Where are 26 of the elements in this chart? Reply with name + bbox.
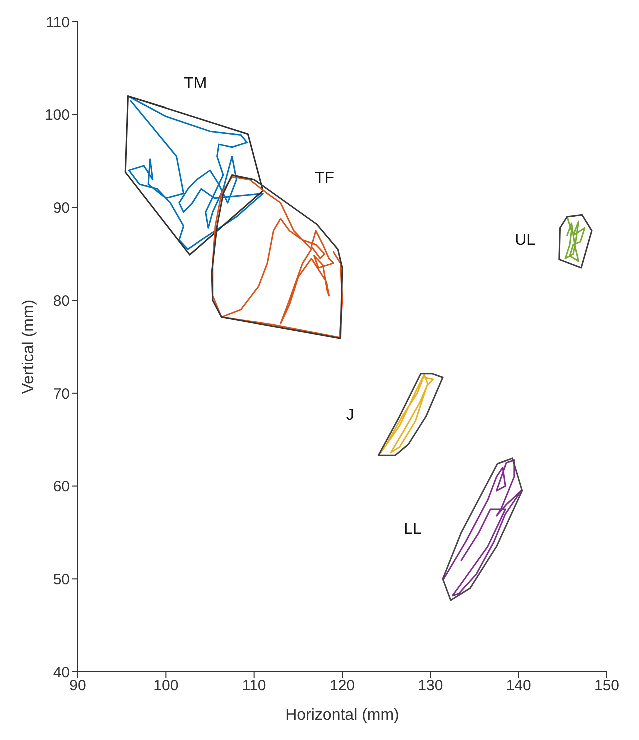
series-label: UL — [515, 232, 536, 249]
y-axis-title: Vertical (mm) — [20, 300, 38, 394]
line-series — [378, 373, 444, 456]
line-series — [558, 214, 593, 269]
y-tick-label: 60 — [53, 478, 70, 496]
x-axis-title: Horizontal (mm) — [286, 707, 400, 724]
x-tick-label: 120 — [330, 678, 356, 695]
x-tick-label: 90 — [70, 678, 86, 695]
y-tick-label: 50 — [53, 571, 70, 588]
x-tick-label: 150 — [594, 678, 620, 695]
y-tick-label: 40 — [53, 664, 70, 682]
series-label: TM — [184, 75, 208, 92]
y-tick-label: 110 — [46, 14, 70, 32]
y-tick-label: 100 — [44, 107, 70, 124]
x-tick-label: 130 — [418, 678, 444, 695]
line-series — [564, 216, 586, 262]
y-tick-label: 90 — [53, 200, 70, 218]
x-tick-label: 140 — [506, 678, 532, 695]
x-tick-label: 110 — [242, 678, 266, 695]
line-series — [380, 374, 434, 455]
x-tick-label: 100 — [154, 678, 179, 695]
y-tick-label: 70 — [53, 386, 70, 403]
text: LL — [404, 520, 422, 538]
text: J — [346, 407, 354, 424]
y-tick-label: 80 — [53, 292, 70, 310]
text: TF — [314, 170, 335, 187]
